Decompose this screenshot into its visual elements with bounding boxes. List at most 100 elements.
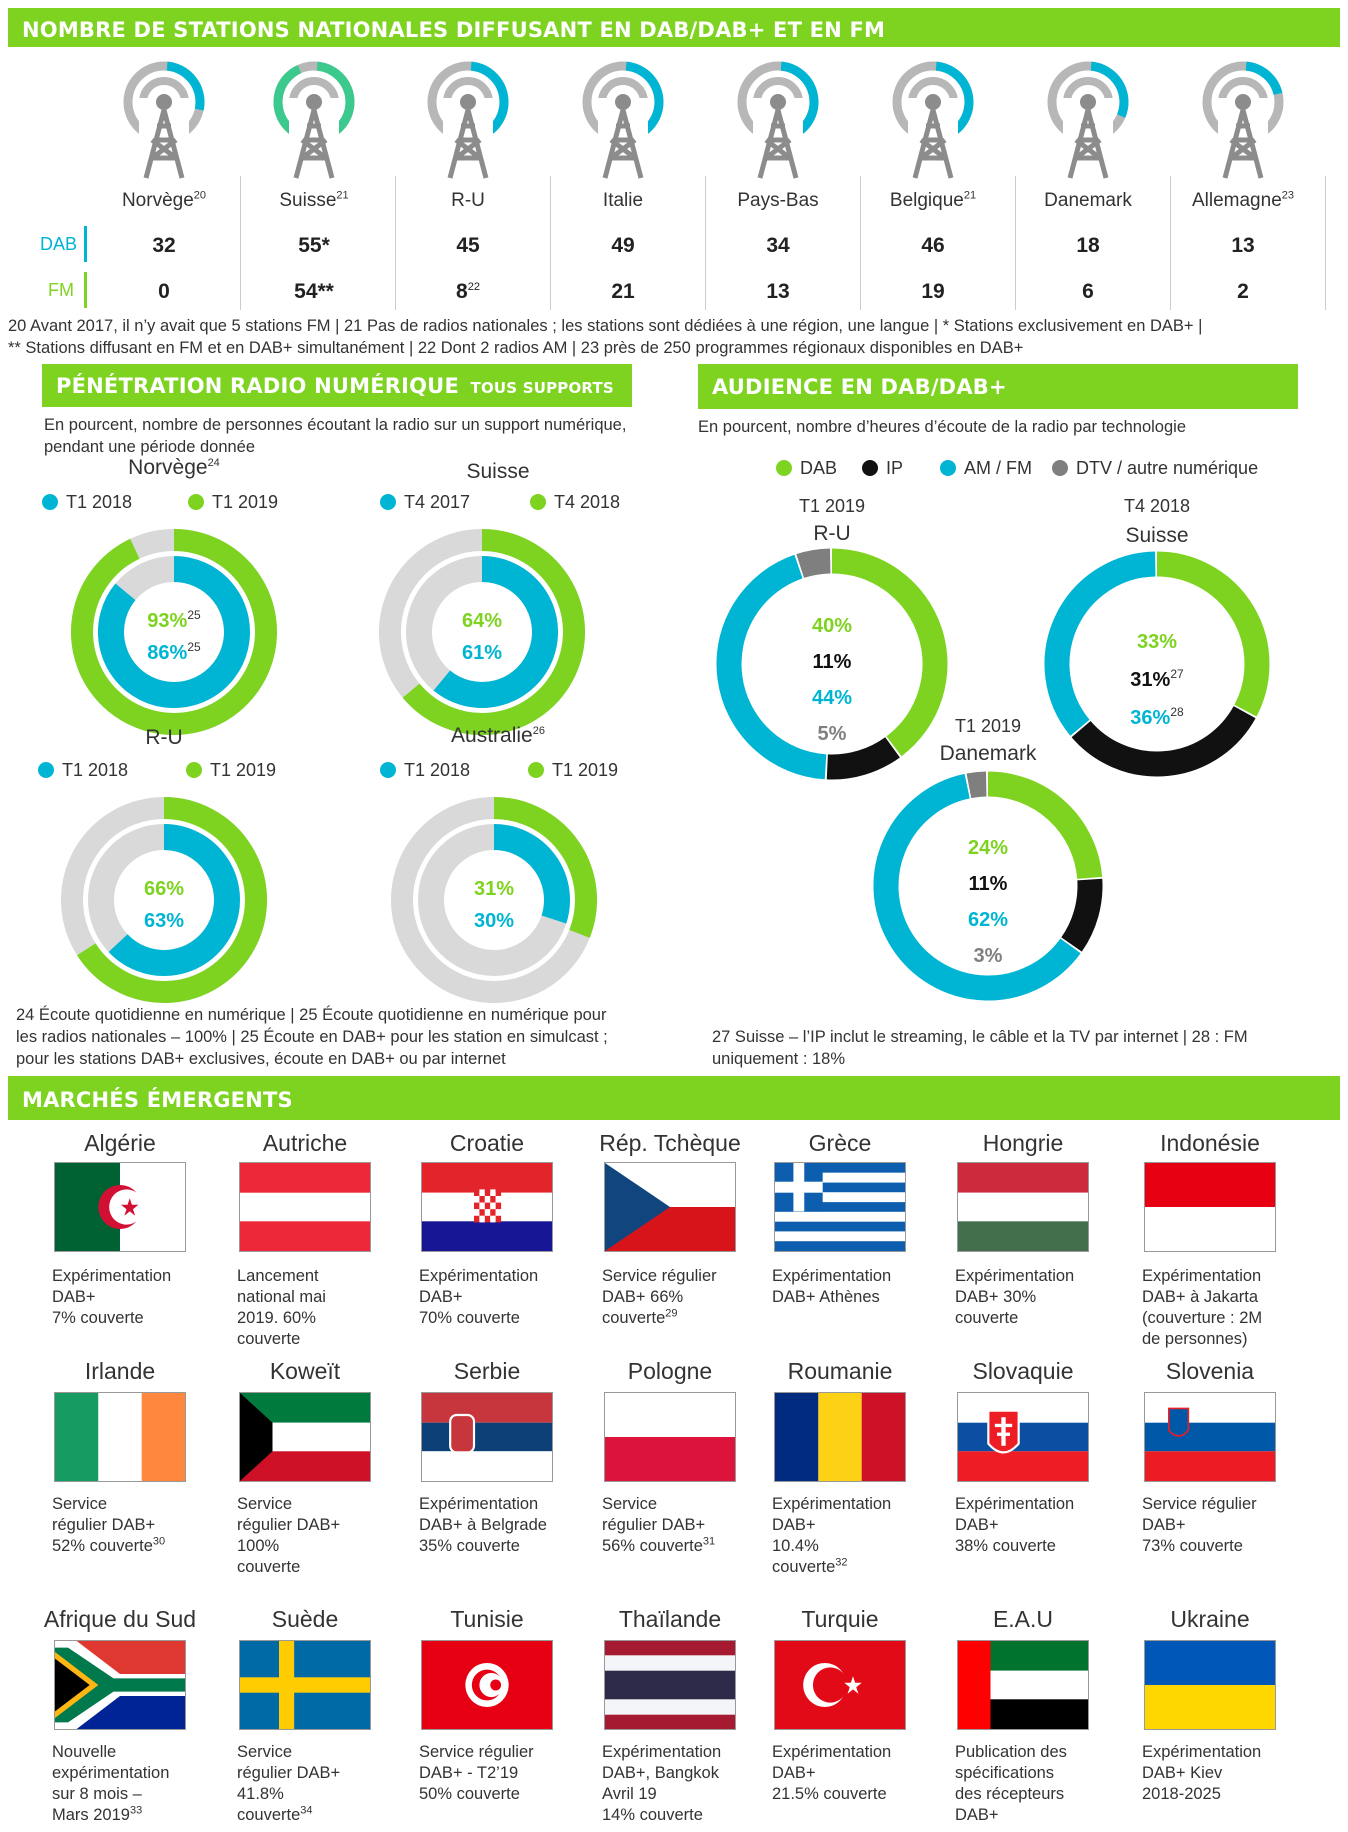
description-line: régulier DAB+: [237, 1516, 341, 1534]
column-divider: [550, 176, 551, 310]
legend-dot: [862, 460, 878, 476]
description-line: couverte32: [772, 1556, 848, 1576]
inner-value-label: 61%: [462, 642, 502, 664]
audience-segment: [716, 554, 827, 780]
stations-footnote-1: 20 Avant 2017, il n’y avait que 5 statio…: [8, 317, 1203, 335]
description-line: DAB+, Bangkok: [602, 1764, 719, 1782]
emerging-country-name: Ukraine: [1170, 1606, 1250, 1632]
dab-count: 45: [456, 234, 480, 257]
description-line: régulier DAB+: [602, 1516, 706, 1534]
description-line: Service: [52, 1495, 108, 1513]
emerging-country-name: Slovaquie: [972, 1358, 1074, 1384]
description-line: Expérimentation: [772, 1495, 892, 1513]
audience-segment: [796, 548, 831, 579]
inner-value-label: 30%: [474, 910, 514, 932]
penetration-legend-item: T1 2019: [188, 492, 278, 513]
row-label-fm: FM: [48, 280, 74, 300]
description-line: Lancement: [237, 1267, 319, 1285]
description-line: DAB+ Athènes: [772, 1288, 880, 1306]
description-line: 70% couverte: [419, 1309, 520, 1327]
penetration-country: Norvège24: [128, 456, 220, 479]
emerging-description: Expérimentation DAB+ 70% couverte: [419, 1266, 589, 1329]
tower-signal-arc: [1245, 61, 1283, 96]
description-line: DAB+ 66%: [602, 1288, 684, 1306]
audience-value-label: 11%: [813, 651, 852, 673]
penetration-footnote-1: 24 Écoute quotidienne en numérique | 25 …: [16, 1006, 607, 1024]
country-flag-icon: [957, 1640, 1089, 1730]
radio-tower-icon: [1202, 61, 1284, 180]
legend-dot: [42, 494, 58, 510]
audience-footnote-2: uniquement : 18%: [712, 1050, 846, 1068]
column-divider: [1170, 176, 1171, 310]
description-line: 52% couverte30: [52, 1535, 166, 1555]
penetration-country: Australie26: [451, 724, 545, 747]
description-line: Nouvelle: [52, 1743, 117, 1761]
penetration-subtitle: En pourcent, nombre de personnes écoutan…: [44, 416, 627, 456]
audience-value-label: 36%28: [1130, 705, 1184, 729]
country-name: Suisse21: [279, 189, 349, 211]
row-label-dab: DAB: [40, 234, 78, 254]
emerging-description: Expérimentation DAB+ Athènes: [772, 1266, 942, 1308]
radio-tower-icon: [737, 61, 819, 180]
penetration-title-small: TOUS SUPPORTS: [470, 379, 614, 397]
country-flag-icon: [239, 1392, 371, 1482]
audience-title: AUDIENCE EN DAB/DAB+: [712, 375, 1007, 399]
description-line: couverte: [237, 1558, 301, 1576]
description-line: Service: [237, 1495, 293, 1513]
penetration-section-header: PÉNÉTRATION RADIO NUMÉRIQUE TOUS SUPPORT…: [42, 364, 632, 407]
column-divider: [240, 176, 241, 310]
tower-signal-arc: [780, 61, 819, 137]
audience-value-label: 3%: [974, 945, 1003, 967]
description-line: Expérimentation: [1142, 1743, 1262, 1761]
description-line: DAB+: [52, 1288, 96, 1306]
legend-dot: [38, 762, 54, 778]
country-flag-icon: [957, 1162, 1089, 1252]
emerging-description: Service régulier DAB+ 41.8% couverte34: [237, 1742, 407, 1826]
description-line: 38% couverte: [955, 1537, 1056, 1555]
penetration-legend-item: T4 2018: [530, 492, 620, 513]
description-line: sur 8 mois –: [52, 1785, 142, 1803]
legend-dot: [188, 494, 204, 510]
description-line: Publication des: [955, 1743, 1067, 1761]
description-line: couverte: [237, 1330, 301, 1348]
fm-count: 6: [1082, 280, 1094, 303]
radio-tower-icon: [273, 61, 355, 180]
penetration-donut: 93%25 86%25: [71, 529, 277, 735]
country-name: Belgique21: [889, 189, 977, 211]
description-line: 2019. 60%: [237, 1309, 316, 1327]
description-line: Expérimentation: [772, 1267, 892, 1285]
description-line: Service: [602, 1495, 658, 1513]
emerging-description: Expérimentation DAB+ à Belgrade 35% couver…: [419, 1494, 589, 1557]
audience-value-label: 33%: [1137, 631, 1177, 653]
emerging-country-name: Turquie: [801, 1606, 879, 1632]
audience-value-label: 62%: [968, 909, 1008, 931]
emerging-country-name: Croatie: [449, 1130, 525, 1156]
emerging-description: Expérimentation DAB+ Kiev 2018-2025: [1142, 1742, 1312, 1805]
emerging-description: Expérimentation DAB+ 7% couverte: [52, 1266, 222, 1329]
country-name: R-U: [451, 190, 485, 211]
country-flag-icon: [54, 1392, 186, 1482]
outer-value-label: 66%: [144, 878, 184, 900]
country-flag-icon: [774, 1162, 906, 1252]
emerging-description: Service régulier DAB+ 66% couverte29: [602, 1266, 772, 1329]
legend-dot: [940, 460, 956, 476]
emerging-country-name: Roumanie: [787, 1358, 893, 1384]
description-line: couverte: [955, 1309, 1019, 1327]
radio-tower-icon: [892, 61, 974, 180]
description-line: 7% couverte: [52, 1309, 144, 1327]
audience-donut: 24% 11% 62% 3%: [873, 771, 1103, 1001]
description-line: DAB+: [419, 1288, 463, 1306]
description-line: DAB+ - T2’19: [419, 1764, 519, 1782]
description-line: Expérimentation: [772, 1743, 892, 1761]
country-flag-icon: [239, 1640, 371, 1730]
audience-value-label: 5%: [818, 723, 847, 745]
fm-count: 19: [921, 280, 945, 303]
emerging-country-name: Thaïlande: [618, 1606, 722, 1632]
emerging-description: Service régulier DAB+ 52% couverte30: [52, 1494, 222, 1557]
description-line: Expérimentation: [602, 1743, 722, 1761]
description-line: Service régulier: [1142, 1495, 1257, 1513]
outer-value-label: 31%: [474, 878, 514, 900]
donut-inner-value: [98, 556, 250, 708]
description-line: 73% couverte: [1142, 1537, 1243, 1555]
audience-legend-item: IP: [862, 458, 903, 479]
